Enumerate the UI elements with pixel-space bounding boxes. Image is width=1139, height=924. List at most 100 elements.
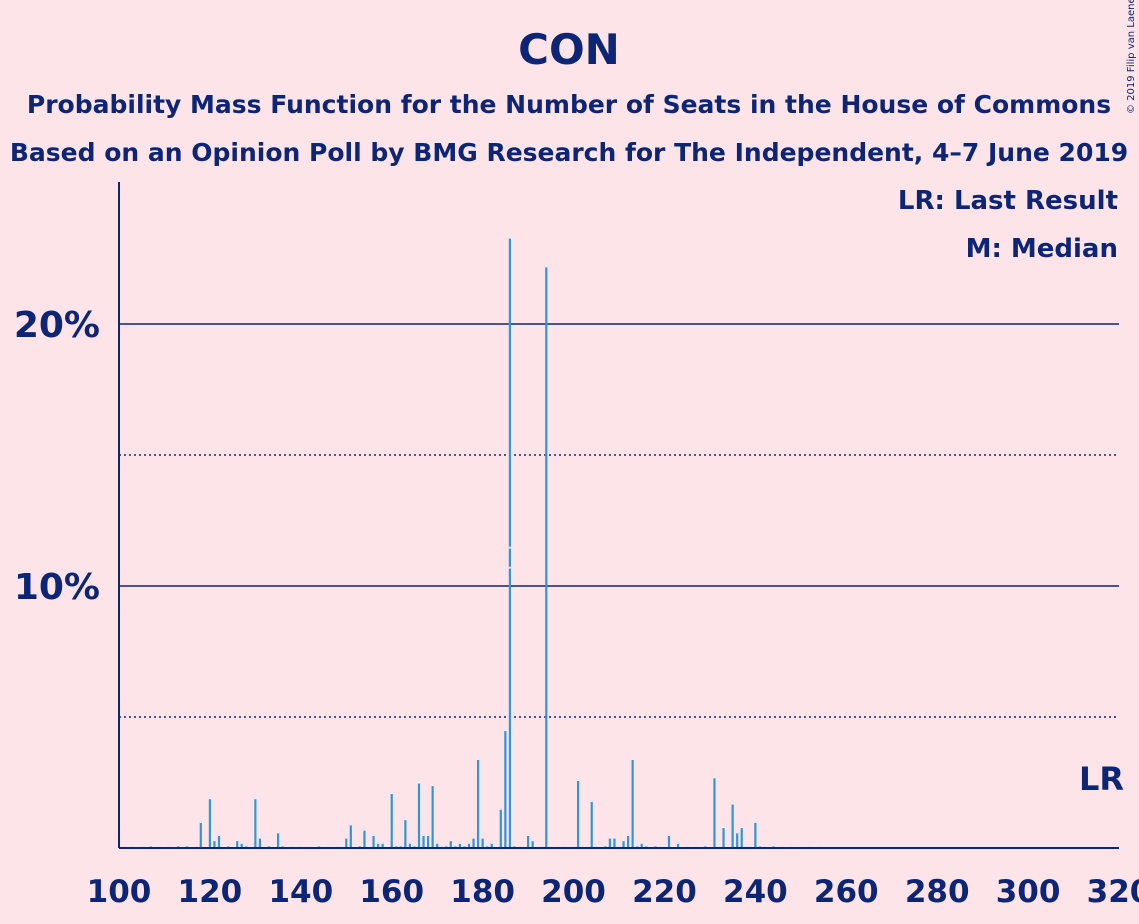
bar-cap-seat-185 <box>504 730 507 732</box>
bar-seat-121 <box>213 840 216 848</box>
bar-seat-212 <box>626 834 630 848</box>
bar-seat-209 <box>613 837 616 848</box>
x-tick-label-200: 200 <box>541 874 606 910</box>
bar-cap-seat-215 <box>640 842 643 844</box>
bar-cap-seat-157 <box>376 842 380 844</box>
bar-cap-seat-241 <box>758 845 762 847</box>
bar-seat-169 <box>431 785 434 848</box>
bar-cap-seat-113 <box>176 845 180 847</box>
bar-cap-seat-107 <box>149 845 152 847</box>
bar-seat-244 <box>772 845 775 848</box>
bar-seat-128 <box>245 845 248 848</box>
bar-seat-182 <box>490 842 493 848</box>
bar-seat-184 <box>499 808 502 848</box>
bar-cap-seat-172 <box>445 845 448 847</box>
bar-seat-122 <box>217 834 221 848</box>
bar-seat-215 <box>640 842 643 848</box>
bar-seat-151 <box>349 824 352 848</box>
bar-cap-seat-179 <box>476 758 480 760</box>
bar-seat-237 <box>740 827 743 848</box>
bar-cap-seat-170 <box>436 842 439 844</box>
bar-seat-130 <box>254 798 257 848</box>
axes <box>118 182 1119 849</box>
bar-cap-seat-212 <box>626 834 630 836</box>
bar-cap-seat-167 <box>422 834 425 836</box>
bar-cap-seat-160 <box>390 792 393 794</box>
bar-cap-seat-190 <box>526 834 530 836</box>
bar-cap-seat-150 <box>345 837 348 839</box>
bar-cap-seat-115 <box>186 845 189 847</box>
bar-seat-181 <box>486 845 489 848</box>
bar-cap-seat-177 <box>467 842 471 844</box>
bar-seat-233 <box>722 827 725 848</box>
bar-seat-135 <box>276 832 280 848</box>
bar-seat-211 <box>622 840 625 848</box>
x-tick-label-240: 240 <box>723 874 788 910</box>
x-tick-label-120: 120 <box>178 874 243 910</box>
bar-cap-seat-176 <box>463 845 466 847</box>
bar-cap-seat-229 <box>704 845 707 847</box>
bar-seat-176 <box>463 845 466 848</box>
bar-seat-216 <box>645 845 648 848</box>
bar-seat-160 <box>390 792 393 848</box>
bar-seat-161 <box>395 845 398 848</box>
bar-seat-162 <box>399 845 402 848</box>
bar-cap-seat-180 <box>481 837 484 839</box>
bar-cap-seat-213 <box>631 758 634 760</box>
bar-cap-seat-174 <box>454 845 457 847</box>
bar-seat-115 <box>186 845 189 848</box>
copyright-note: © 2019 Filip van Laenen <box>1126 0 1137 114</box>
bar-seat-229 <box>704 845 707 848</box>
legend-median: M: Median <box>966 234 1118 264</box>
bar-cap-seat-223 <box>676 842 680 844</box>
x-tick-label-180: 180 <box>450 874 515 910</box>
bar-seat-178 <box>472 837 475 848</box>
bar-cap-seat-118 <box>199 821 202 823</box>
bar-seat-190 <box>526 834 530 848</box>
bar-cap-seat-211 <box>622 840 625 842</box>
bar-seat-120 <box>208 798 212 848</box>
bar-cap-seat-236 <box>736 832 739 834</box>
chart-subtitle-line1: Probability Mass Function for the Number… <box>27 90 1111 119</box>
bar-seat-126 <box>236 840 239 848</box>
bar-seat-213 <box>631 758 634 848</box>
bar-seat-223 <box>676 842 680 848</box>
bar-cap-seat-191 <box>531 840 534 842</box>
bar-cap-seat-163 <box>404 819 407 821</box>
bar-seat-207 <box>604 845 607 848</box>
x-tick-label-260: 260 <box>814 874 879 910</box>
bar-seat-124 <box>226 845 230 848</box>
bar-seat-131 <box>258 837 262 848</box>
bar-seat-164 <box>408 842 412 848</box>
y-tick-label-20: 20% <box>14 305 100 346</box>
bar-cap-seat-122 <box>217 834 221 836</box>
bar-seat-170 <box>436 842 439 848</box>
bar-seat-154 <box>363 829 366 848</box>
bar-cap-seat-233 <box>722 827 725 829</box>
bar-cap-seat-161 <box>395 845 398 847</box>
x-tick-label-160: 160 <box>359 874 424 910</box>
bar-seat-191 <box>531 840 534 848</box>
last-result-label: LR <box>1079 760 1124 798</box>
bar-cap-seat-237 <box>740 827 743 829</box>
y-tick-labels: 10% 20% <box>14 305 100 608</box>
bar-cap-seat-209 <box>613 837 616 839</box>
bar-cap-seat-156 <box>372 834 375 836</box>
bar-cap-seat-124 <box>226 845 230 847</box>
x-tick-labels: 100 120 140 160 180 200 220 240 260 280 300 320 <box>87 874 1139 910</box>
bar-seat-194 <box>545 266 548 848</box>
bar-cap-seat-175 <box>458 842 462 844</box>
bar-seat-158 <box>381 842 384 848</box>
x-tick-label-100: 100 <box>87 874 152 910</box>
bar-cap-seat-231 <box>713 777 716 779</box>
bar-seat-241 <box>758 845 762 848</box>
bar-seat-144 <box>317 845 321 848</box>
bar-cap-seat-178 <box>472 837 475 839</box>
bar-cap-seat-121 <box>213 840 216 842</box>
bar-cap-seat-153 <box>358 845 362 847</box>
bar-seat-150 <box>345 837 348 848</box>
bar-seat-214 <box>636 845 639 848</box>
bar-cap-seat-216 <box>645 845 648 847</box>
